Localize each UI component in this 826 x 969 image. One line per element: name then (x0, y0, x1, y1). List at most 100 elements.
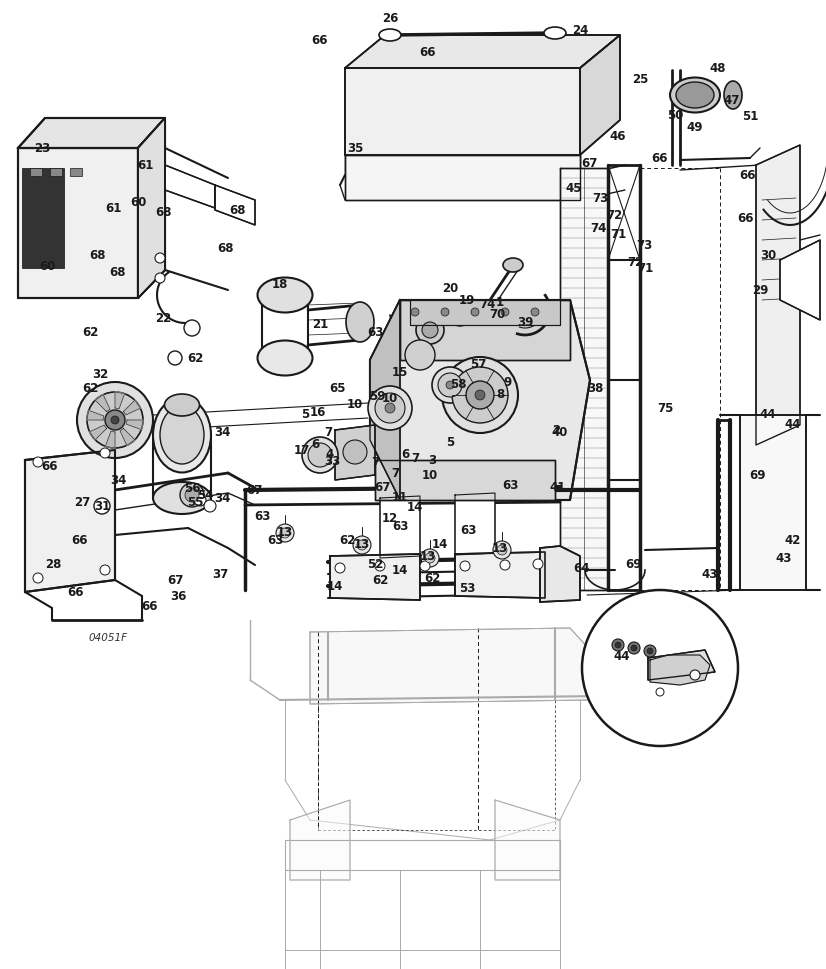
Text: 30: 30 (760, 248, 776, 262)
Ellipse shape (670, 78, 720, 112)
Circle shape (184, 320, 200, 336)
Text: 6: 6 (311, 439, 319, 452)
Text: 73: 73 (592, 192, 608, 204)
Polygon shape (345, 155, 580, 200)
Text: 51: 51 (742, 109, 758, 122)
Bar (70, 168, 82, 176)
Circle shape (368, 386, 412, 430)
Text: 55: 55 (187, 495, 203, 509)
Text: 04051F: 04051F (88, 633, 127, 643)
Text: 63: 63 (392, 520, 408, 534)
Polygon shape (650, 655, 710, 685)
Polygon shape (335, 425, 375, 480)
Circle shape (94, 498, 110, 514)
Text: 62: 62 (424, 572, 440, 584)
Text: 59: 59 (368, 391, 385, 403)
Text: 42: 42 (785, 535, 801, 547)
Text: 25: 25 (632, 73, 648, 85)
Polygon shape (780, 240, 820, 320)
Text: 46: 46 (610, 130, 626, 142)
Polygon shape (345, 35, 620, 68)
Circle shape (644, 645, 656, 657)
Text: 60: 60 (130, 196, 146, 208)
Text: 65: 65 (330, 382, 346, 394)
Polygon shape (18, 118, 165, 148)
Circle shape (631, 645, 637, 651)
Ellipse shape (160, 406, 204, 464)
Text: 31: 31 (94, 499, 110, 513)
Text: 14: 14 (407, 501, 423, 514)
Text: 72: 72 (627, 256, 643, 268)
Circle shape (185, 488, 199, 502)
Circle shape (501, 308, 509, 316)
Polygon shape (648, 650, 715, 680)
Text: 54: 54 (197, 488, 213, 502)
Circle shape (375, 393, 405, 423)
Text: 10: 10 (382, 391, 398, 404)
Polygon shape (138, 118, 165, 298)
Circle shape (194, 494, 206, 506)
Polygon shape (580, 35, 620, 155)
Text: 33: 33 (324, 454, 340, 467)
Text: 13: 13 (491, 542, 508, 554)
Polygon shape (95, 394, 110, 412)
Text: 7: 7 (324, 425, 332, 439)
Circle shape (422, 322, 438, 338)
Circle shape (77, 382, 153, 458)
Text: 68: 68 (90, 248, 107, 262)
Text: 4: 4 (326, 449, 335, 461)
Text: 44: 44 (760, 409, 776, 422)
Text: 18: 18 (272, 277, 288, 291)
Text: 1: 1 (496, 297, 504, 309)
Text: 62: 62 (82, 327, 98, 339)
Polygon shape (560, 168, 608, 590)
Ellipse shape (544, 27, 566, 39)
Text: 27: 27 (74, 495, 90, 509)
Text: 22: 22 (155, 311, 171, 325)
Circle shape (452, 367, 508, 423)
Polygon shape (540, 546, 580, 602)
Bar (50, 168, 62, 176)
Circle shape (615, 642, 621, 648)
Circle shape (204, 500, 216, 512)
Circle shape (533, 559, 543, 569)
Text: 19: 19 (458, 294, 475, 306)
Bar (22, 168, 64, 268)
Text: 43: 43 (776, 551, 792, 565)
Text: 64: 64 (574, 561, 591, 575)
Circle shape (446, 381, 454, 389)
Circle shape (100, 448, 110, 458)
Text: 9: 9 (504, 377, 512, 390)
Circle shape (111, 416, 119, 424)
Text: 12: 12 (382, 512, 398, 524)
Text: 3: 3 (428, 453, 436, 466)
Text: 68: 68 (156, 205, 173, 218)
Text: 2: 2 (552, 423, 560, 436)
Circle shape (276, 524, 294, 542)
Text: 66: 66 (737, 211, 753, 225)
Text: 61: 61 (137, 159, 153, 172)
Ellipse shape (724, 81, 742, 109)
Text: 17: 17 (294, 444, 310, 456)
Text: 14: 14 (327, 580, 343, 593)
Circle shape (460, 561, 470, 571)
Text: 66: 66 (42, 459, 59, 473)
Text: 35: 35 (347, 141, 363, 154)
Circle shape (411, 308, 419, 316)
Polygon shape (756, 145, 800, 445)
Circle shape (612, 639, 624, 651)
Text: 66: 66 (72, 534, 88, 547)
Text: 14: 14 (392, 564, 408, 577)
Text: 48: 48 (710, 61, 726, 75)
Text: 67: 67 (246, 484, 262, 496)
Text: 56: 56 (183, 482, 200, 494)
Circle shape (628, 642, 640, 654)
Polygon shape (290, 800, 350, 880)
Circle shape (405, 340, 435, 370)
Text: 63: 63 (460, 524, 476, 538)
Text: 14: 14 (432, 539, 449, 551)
Polygon shape (495, 800, 560, 880)
Circle shape (449, 304, 471, 326)
Text: 45: 45 (566, 181, 582, 195)
Text: 44: 44 (614, 649, 630, 663)
